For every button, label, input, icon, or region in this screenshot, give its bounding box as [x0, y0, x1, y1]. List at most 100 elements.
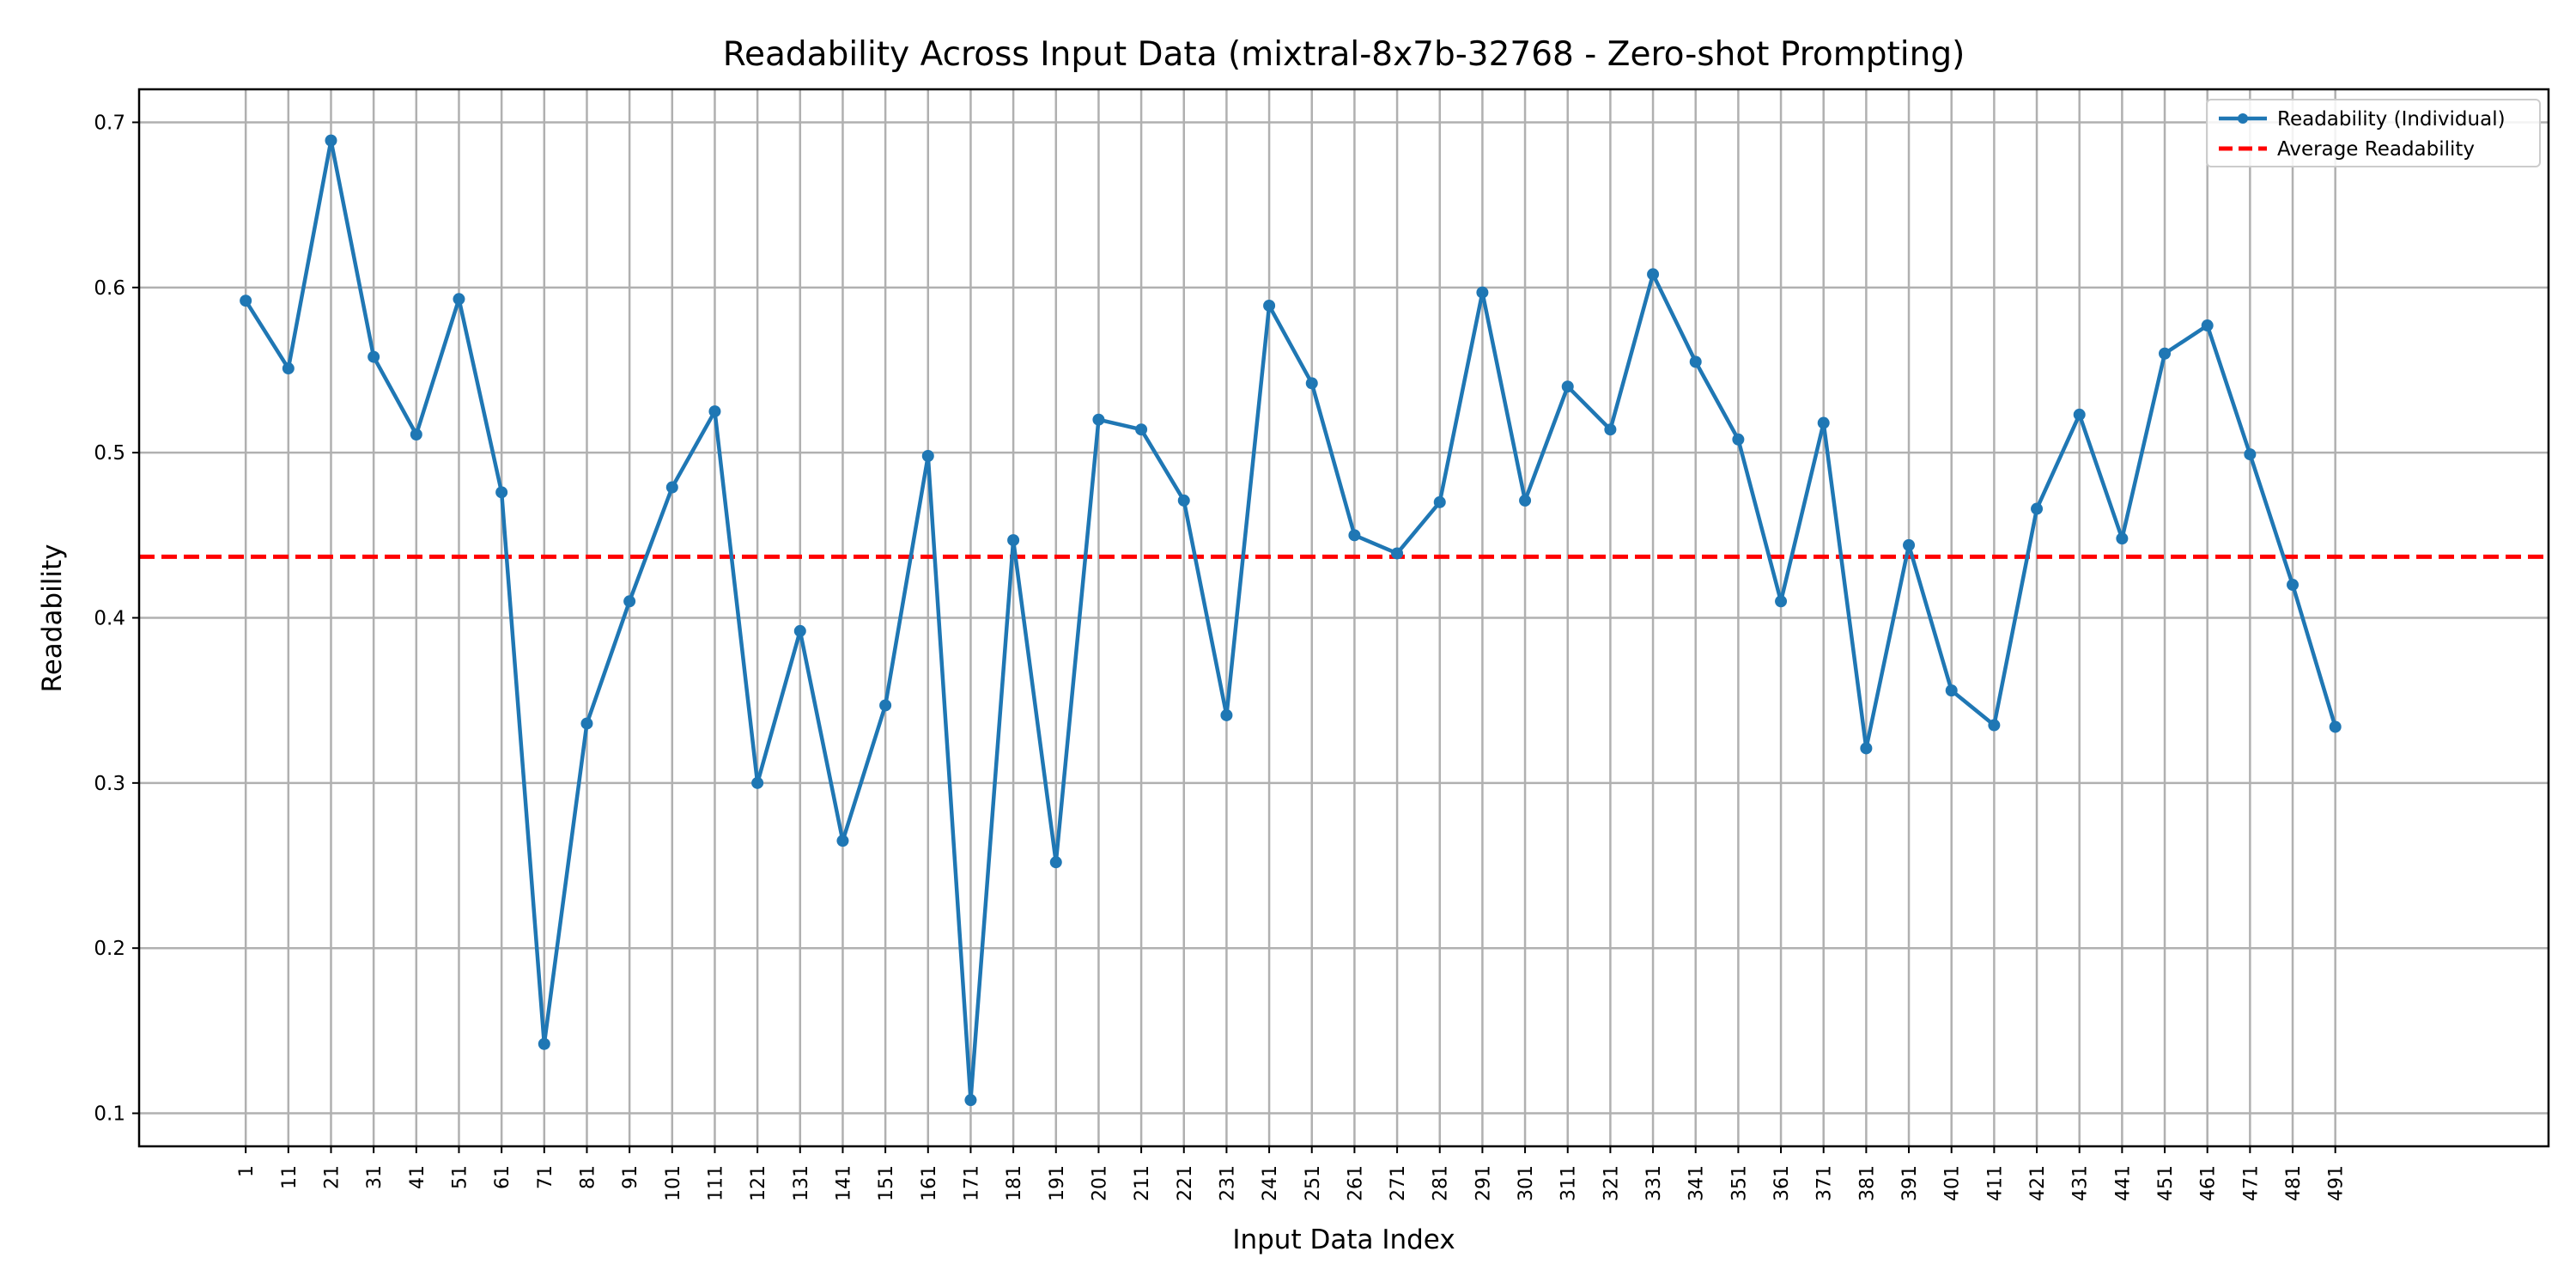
- x-tick-label: 201: [1089, 1165, 1110, 1201]
- readability-data-point: [836, 835, 849, 848]
- legend-readability-swatch-marker: [2238, 113, 2248, 124]
- x-tick-label: 51: [449, 1165, 471, 1189]
- readability-data-point: [708, 405, 721, 418]
- readability-data-point: [1519, 494, 1532, 507]
- x-tick-label: 361: [1771, 1165, 1793, 1201]
- x-tick-label: 441: [2112, 1165, 2134, 1201]
- grid-lines: [139, 89, 2549, 1146]
- readability-data-point: [1988, 719, 2001, 732]
- readability-data-point: [1135, 423, 1148, 436]
- readability-data-point: [1220, 708, 1233, 721]
- y-tick-label: 0.2: [94, 938, 125, 960]
- readability-data-point: [921, 450, 934, 463]
- x-tick-label: 471: [2240, 1165, 2262, 1201]
- x-tick-label: 421: [2027, 1165, 2049, 1201]
- readability-data-point: [1049, 856, 1062, 869]
- readability-data-point: [368, 350, 380, 363]
- x-tick-label: 111: [705, 1165, 726, 1201]
- legend-box: [2206, 99, 2541, 167]
- readability-data-point: [1604, 423, 1617, 436]
- readability-data-point: [1945, 684, 1958, 697]
- x-tick-label: 161: [919, 1165, 940, 1201]
- readability-data-point: [282, 362, 295, 375]
- readability-data-point: [2031, 502, 2044, 515]
- chart-title: Readability Across Input Data (mixtral-8…: [723, 35, 1965, 74]
- y-tick-label: 0.1: [94, 1103, 125, 1126]
- x-tick-label: 311: [1558, 1165, 1580, 1201]
- x-axis-label: Input Data Index: [1232, 1224, 1455, 1255]
- x-tick-label: 401: [1942, 1165, 1964, 1201]
- y-tick-label: 0.3: [94, 773, 125, 795]
- readability-data-point: [1817, 416, 1830, 429]
- readability-data-point: [2073, 408, 2086, 421]
- x-tick-label: 321: [1601, 1165, 1622, 1201]
- x-tick-label: 451: [2155, 1165, 2177, 1201]
- readability-data-point: [1263, 299, 1276, 312]
- readability-data-point: [2159, 347, 2172, 360]
- x-tick-label: 151: [876, 1165, 897, 1201]
- readability-data-point: [538, 1037, 550, 1050]
- readability-data-point: [623, 595, 636, 608]
- readability-data-point: [240, 295, 252, 307]
- readability-data-point: [1391, 547, 1404, 560]
- x-tick-label: 411: [1984, 1165, 2006, 1201]
- x-tick-label: 251: [1303, 1165, 1324, 1201]
- readability-data-point: [1647, 268, 1660, 281]
- readability-data-point: [410, 428, 422, 440]
- x-axis-ticks: 1 11 21 31 41 51 61 71 81 91 101 111 121 131 141 151 161…: [236, 1146, 2348, 1201]
- y-tick-label: 0.6: [94, 277, 125, 300]
- readability-data-point: [665, 481, 678, 494]
- y-axis-label: Readability: [37, 544, 68, 693]
- readability-data-point: [1177, 494, 1190, 507]
- readability-data-point: [1860, 742, 1873, 755]
- x-tick-label: 191: [1047, 1165, 1068, 1201]
- x-tick-label: 481: [2283, 1165, 2305, 1201]
- y-tick-label: 0.7: [94, 112, 125, 134]
- readability-data-point: [453, 293, 465, 306]
- y-tick-label: 0.4: [94, 608, 125, 630]
- x-tick-label: 491: [2326, 1165, 2348, 1201]
- x-tick-label: 241: [1260, 1165, 1281, 1201]
- readability-data-point: [1433, 495, 1446, 508]
- x-tick-label: 81: [577, 1165, 598, 1189]
- x-tick-label: 21: [321, 1165, 343, 1189]
- series-line-group: [240, 134, 2342, 1107]
- x-tick-label: 301: [1516, 1165, 1537, 1201]
- readability-data-point: [2116, 532, 2129, 545]
- x-tick-label: 281: [1431, 1165, 1452, 1201]
- x-tick-label: 211: [1132, 1165, 1153, 1201]
- readability-data-point: [325, 134, 337, 147]
- legend-average-label: Average Readability: [2277, 138, 2475, 161]
- y-tick-label: 0.5: [94, 442, 125, 465]
- readability-data-point: [1092, 413, 1105, 426]
- x-tick-label: 11: [279, 1165, 301, 1189]
- x-tick-label: 391: [1899, 1165, 1921, 1201]
- x-tick-label: 341: [1686, 1165, 1708, 1201]
- readability-data-point: [495, 486, 508, 499]
- x-tick-label: 371: [1814, 1165, 1836, 1201]
- x-tick-label: 271: [1388, 1165, 1409, 1201]
- readability-data-point: [2244, 448, 2257, 461]
- legend-readability-label: Readability (Individual): [2277, 108, 2506, 131]
- x-tick-label: 61: [492, 1165, 513, 1189]
- readability-data-point: [2201, 319, 2214, 332]
- readability-data-point: [1007, 534, 1020, 547]
- x-tick-label: 261: [1345, 1165, 1366, 1201]
- readability-data-point: [751, 776, 764, 789]
- readability-data-point: [1348, 529, 1361, 542]
- readability-data-point: [1689, 355, 1702, 368]
- x-tick-label: 431: [2070, 1165, 2092, 1201]
- readability-data-point: [1732, 433, 1745, 446]
- x-tick-label: 71: [535, 1165, 556, 1189]
- x-tick-label: 291: [1473, 1165, 1494, 1201]
- x-tick-label: 31: [364, 1165, 386, 1189]
- readability-data-point: [1305, 377, 1318, 390]
- x-tick-label: 221: [1175, 1165, 1196, 1201]
- x-tick-label: 351: [1728, 1165, 1750, 1201]
- readability-data-point: [2329, 720, 2342, 733]
- readability-data-point: [580, 717, 593, 730]
- readability-data-point: [1561, 380, 1574, 393]
- readability-data-point: [1775, 595, 1788, 608]
- readability-data-point: [793, 624, 806, 637]
